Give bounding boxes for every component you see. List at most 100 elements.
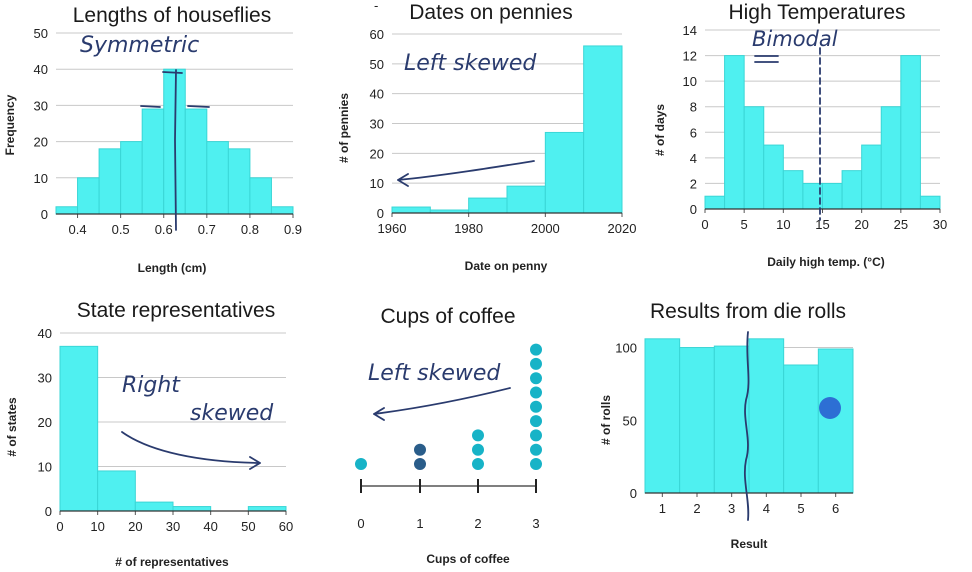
temperatures-bar — [763, 144, 784, 210]
representatives-ytick-label: 10 — [38, 460, 52, 475]
coffee-arrow — [373, 387, 511, 421]
houseflies-ytick-label: 20 — [34, 135, 48, 150]
temperatures-bar — [841, 170, 863, 210]
houseflies-xlabel: Length (cm) — [138, 261, 207, 275]
representatives-bar — [172, 506, 212, 512]
representatives-xtick-label: 30 — [166, 519, 180, 534]
houseflies-ytick-label: 10 — [34, 171, 48, 186]
houseflies-tick-mark-1 — [162, 71, 183, 74]
die-bar — [783, 364, 819, 494]
pennies-ytick-label: 0 — [377, 206, 384, 221]
temperatures-ytick-label: 0 — [690, 202, 697, 217]
houseflies-annotation: Symmetric — [80, 33, 199, 58]
temperatures-xtick-label: 25 — [894, 217, 908, 232]
pennies-ytick-label: 40 — [370, 87, 384, 102]
coffee-dot — [530, 458, 542, 470]
die-xlabel: Result — [731, 537, 768, 551]
representatives-ytick-label: 0 — [45, 504, 52, 519]
coffee-annotation: Left skewed — [368, 361, 501, 386]
coffee-xlabel: Cups of coffee — [426, 552, 510, 566]
temperatures-xtick-label: 15 — [815, 217, 829, 232]
coffee-dot — [530, 386, 542, 399]
temperatures-bar — [900, 55, 921, 210]
coffee-dot — [530, 357, 542, 370]
representatives-ytick-label: 20 — [38, 415, 52, 430]
houseflies-center-line — [174, 69, 177, 231]
temperatures-ytick-label: 2 — [690, 176, 697, 191]
pennies-xtick-label: 2000 — [531, 221, 560, 236]
representatives-xlabel: # of representatives — [115, 555, 229, 569]
die-bar — [713, 345, 750, 494]
coffee-dot — [414, 458, 426, 470]
representatives-xtick-label: 20 — [128, 519, 142, 534]
pennies-ytick-label: 60 — [370, 27, 384, 42]
houseflies-xtick-label: 0.6 — [155, 222, 173, 237]
coffee-dot — [530, 415, 542, 428]
temperatures-xtick-label: 0 — [701, 217, 708, 232]
coffee-dot — [530, 429, 542, 442]
coffee-dot — [530, 343, 542, 356]
houseflies-ytick-label: 40 — [34, 62, 48, 77]
die-ytick-label: 50 — [623, 413, 637, 428]
pennies-xlabel: Date on penny — [465, 259, 548, 273]
houseflies-tick-mark-2 — [140, 105, 161, 108]
representatives-xtick-label: 0 — [56, 519, 63, 534]
die-xtick-label: 5 — [797, 501, 804, 516]
temperatures-bar — [861, 144, 882, 210]
coffee-dot — [472, 429, 484, 442]
die-chart: Results from die rolls 0 50 100 1 2 3 4 5 6 Resu… — [599, 300, 854, 551]
coffee-dot — [472, 443, 484, 456]
die-bar — [644, 338, 681, 494]
houseflies-ylabel: Frequency — [3, 94, 17, 155]
temperatures-bar — [880, 106, 902, 210]
die-bar — [817, 348, 854, 494]
temperatures-ytick-label: 8 — [690, 100, 697, 115]
temperatures-title: High Temperatures — [728, 1, 905, 24]
houseflies-xtick-label: 0.4 — [69, 222, 87, 237]
pennies-ylabel: # of pennies — [337, 93, 351, 163]
temperatures-ytick-label: 6 — [690, 125, 697, 140]
temperatures-ytick-label: 4 — [690, 151, 697, 166]
die-xtick-label: 1 — [659, 501, 666, 516]
pennies-ytick-label: 20 — [370, 146, 384, 161]
coffee-dot — [472, 458, 484, 470]
temperatures-bar — [743, 106, 765, 210]
temperatures-bar — [782, 170, 804, 210]
representatives-bar — [59, 345, 99, 512]
temperatures-bar — [704, 195, 726, 210]
pennies-bar — [544, 131, 585, 214]
pennies-ytick-label: 30 — [370, 117, 384, 132]
pennies-title: Dates on pennies — [409, 1, 572, 24]
pennies-xtick-label: 1980 — [454, 221, 483, 236]
coffee-xtick-label: 2 — [474, 516, 481, 531]
temperatures-ylabel: # of days — [653, 104, 667, 156]
temperatures-xtick-label: 10 — [776, 217, 790, 232]
coffee-chart: Cups of coffee 0 1 2 3 Cups of coffee Left … — [355, 305, 542, 566]
representatives-title: State representatives — [77, 299, 275, 322]
pennies-bar — [583, 45, 623, 214]
representatives-xtick-label: 40 — [203, 519, 217, 534]
temperatures-chart: High Temperatures 0 2 4 6 8 10 12 14 0 5 10 15 20 25 3… — [653, 1, 947, 269]
pennies-bar — [391, 206, 431, 214]
houseflies-bar — [270, 206, 294, 215]
houseflies-title: Lengths of houseflies — [73, 4, 271, 27]
houseflies-ytick-label: 50 — [34, 26, 48, 41]
temperatures-annotation: Bimodal — [752, 27, 838, 51]
representatives-bar — [97, 470, 136, 512]
pennies-chart: Dates on pennies 0 10 20 30 40 50 60 1960 1980 20… — [337, 1, 636, 273]
houseflies-bar — [249, 177, 272, 215]
temperatures-bar — [822, 182, 843, 210]
die-bar — [679, 347, 715, 494]
pennies-bar — [506, 185, 546, 214]
houseflies-bar — [141, 108, 165, 215]
coffee-xtick-label: 1 — [416, 516, 423, 531]
die-wavy-line — [744, 331, 750, 521]
temperatures-ytick-label: 10 — [683, 74, 697, 89]
houseflies-bar — [98, 148, 122, 215]
representatives-xtick-label: 60 — [279, 519, 293, 534]
houseflies-bar — [184, 108, 208, 215]
pennies-bar — [468, 197, 508, 214]
representatives-ytick-label: 30 — [38, 371, 52, 386]
temperatures-xtick-label: 20 — [854, 217, 868, 232]
